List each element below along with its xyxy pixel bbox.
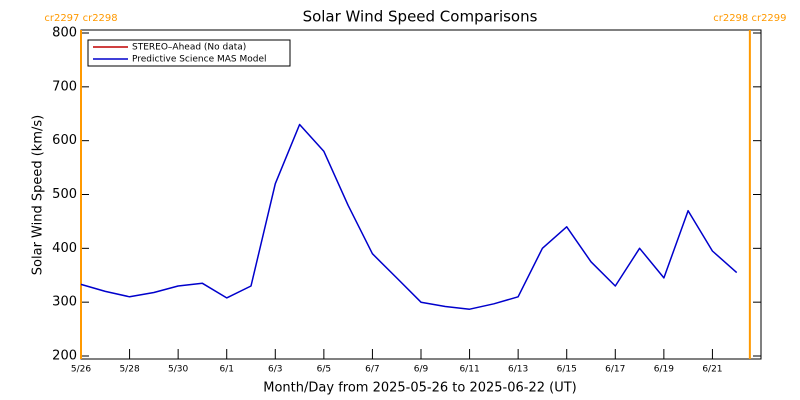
x-tick-label: 6/7 <box>365 365 379 375</box>
x-tick-label: 6/21 <box>702 365 722 375</box>
x-tick-label: 5/26 <box>71 365 91 375</box>
x-tick-label: 5/30 <box>168 365 188 375</box>
y-tick-label: 800 <box>52 26 77 41</box>
series-line <box>80 123 738 310</box>
x-tick-label: 6/3 <box>268 365 282 375</box>
x-tick-label: 6/11 <box>459 365 479 375</box>
legend-label: Predictive Science MAS Model <box>132 55 267 65</box>
x-axis-label: Month/Day from 2025-05-26 to 2025-06-22 … <box>263 381 576 396</box>
chart-title: Solar Wind Speed Comparisons <box>303 8 538 26</box>
x-tick-label: 6/1 <box>219 365 233 375</box>
x-tick-label: 6/15 <box>557 365 577 375</box>
x-tick-label: 6/13 <box>508 365 528 375</box>
y-tick-label: 600 <box>52 133 77 148</box>
x-tick-label: 6/5 <box>317 365 331 375</box>
rotation-label: cr2298 cr2299 <box>713 13 786 24</box>
y-axis-label: Solar Wind Speed (km/s) <box>31 115 46 275</box>
y-tick-label: 300 <box>52 295 77 310</box>
x-tick-label: 6/19 <box>654 365 674 375</box>
y-tick-label: 200 <box>52 349 77 364</box>
y-tick-label: 500 <box>52 187 77 202</box>
x-tick-label: 6/17 <box>605 365 625 375</box>
x-tick-label: 5/28 <box>119 365 139 375</box>
y-tick-label: 400 <box>52 241 77 256</box>
legend-box <box>87 39 291 67</box>
x-tick-label: 6/9 <box>414 365 429 375</box>
rotation-label: cr2297 cr2298 <box>44 13 117 24</box>
y-tick-label: 700 <box>52 79 77 94</box>
legend-label: STEREO–Ahead (No data) <box>132 43 246 53</box>
